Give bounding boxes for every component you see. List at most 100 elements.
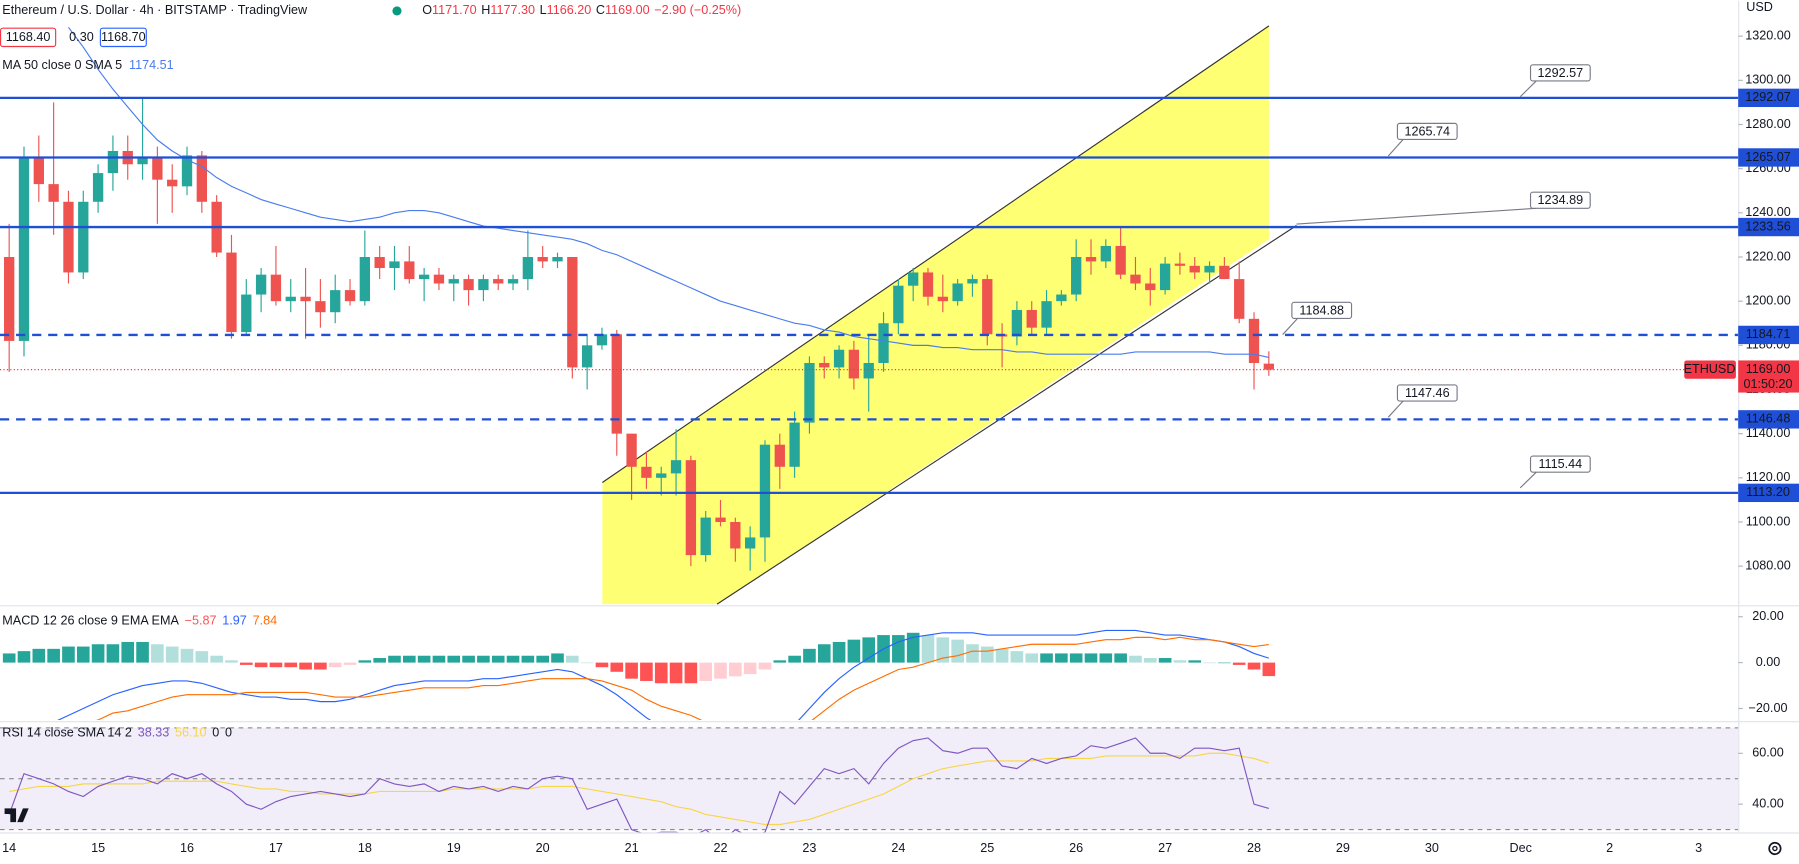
candle-body (270, 274, 282, 302)
macd-legend-value: 1.97 (222, 614, 247, 628)
rsi-extra: 0 (225, 726, 232, 740)
candle-body (656, 473, 667, 478)
candle-body (1219, 265, 1230, 280)
candle-body (92, 173, 104, 202)
ask: 1168.70 (101, 30, 146, 44)
histogram-bar (1262, 662, 1276, 677)
level-tag-label: 1184.71 (1746, 327, 1791, 341)
histogram-bar (595, 662, 609, 668)
candle-body (181, 155, 193, 187)
ma-legend: MA 50 close 0 SMA 5 1174.51 (2, 58, 173, 72)
signal-line (96, 636, 1269, 720)
callout-box (1396, 384, 1458, 402)
x-tick-label: 14 (2, 841, 16, 855)
histogram-bar (684, 662, 698, 684)
candle-body (418, 274, 430, 280)
candle-body (300, 296, 311, 302)
y-tick-label: 1140.00 (1746, 426, 1791, 440)
candle-body (611, 334, 622, 434)
axis-unit: USD (1746, 0, 1773, 14)
candle-body (848, 349, 860, 379)
histogram-bar (210, 655, 223, 663)
histogram-bar (580, 662, 594, 664)
histogram-bar (1025, 653, 1039, 663)
candle-body (344, 290, 356, 302)
histogram-bar (536, 655, 549, 663)
candle-body (596, 334, 608, 346)
candle-body (315, 301, 326, 313)
histogram-bar (966, 644, 979, 663)
histogram-bar (136, 641, 149, 663)
candle-body (1071, 256, 1082, 295)
level-tag (1738, 325, 1799, 345)
candle-body (33, 157, 44, 185)
y-tick-label: 1100.00 (1746, 514, 1791, 528)
x-tick-label: 28 (1247, 841, 1261, 855)
histogram-bar (862, 637, 876, 663)
histogram-bar (551, 653, 564, 663)
price-pane (0, 26, 1739, 571)
candle-body (1174, 263, 1186, 266)
callout-label: 1234.89 (1538, 193, 1584, 207)
histogram-bar (566, 655, 579, 663)
candle-body (833, 349, 845, 368)
candle-body (167, 179, 178, 187)
x-tick-label: 20 (536, 841, 550, 855)
level-tag-label: 1292.07 (1745, 90, 1791, 104)
change: −2.90 (−0.25%) (654, 3, 741, 17)
histogram-bar (165, 646, 179, 663)
x-tick-label: 3 (1695, 841, 1702, 855)
rsi-title: RSI 14 close SMA 14 2 (2, 726, 132, 740)
candle-body (863, 362, 874, 379)
histogram-bar (625, 662, 638, 679)
callout-pointer (1519, 80, 1537, 98)
histogram-bar (743, 662, 757, 675)
price-tag-label: 1169.00 (1746, 362, 1791, 376)
histogram-bar (640, 662, 653, 681)
candle-body (759, 444, 771, 538)
x-tick-label: Dec (1510, 841, 1532, 855)
histogram-bar (1084, 653, 1098, 663)
histogram-bar (847, 639, 861, 663)
candle-body (359, 256, 371, 302)
x-tick-label: 26 (1069, 841, 1083, 855)
histogram-bar (1188, 660, 1202, 663)
histogram-bar (1173, 660, 1187, 663)
histogram-bar (76, 646, 90, 663)
ohlc-key: H (481, 3, 490, 17)
x-tick-label: 21 (625, 841, 639, 855)
x-tick-label: 29 (1336, 841, 1350, 855)
callout-label: 1115.44 (1538, 457, 1582, 471)
histogram-bar (1247, 662, 1261, 670)
tv-logo[interactable] (4, 808, 29, 823)
histogram-bar (1099, 653, 1113, 663)
candle-body (1234, 279, 1245, 319)
ohlc-value: 1171.70 (432, 3, 477, 17)
y-tick-label: 60.00 (1752, 746, 1784, 760)
histogram-bar (1143, 658, 1157, 663)
ohlc-key: L (540, 3, 547, 17)
level-tag (1738, 148, 1799, 167)
histogram-bar (254, 662, 268, 668)
candle-body (1115, 245, 1126, 275)
histogram-bar (788, 655, 801, 663)
y-tick-label: 1220.00 (1745, 249, 1791, 263)
y-tick-label: −20.00 (1749, 701, 1788, 715)
y-tick-label: 40.00 (1752, 797, 1784, 811)
rsi-extra: 0 (212, 726, 219, 740)
candle-body (715, 517, 726, 522)
histogram-bar (921, 635, 935, 663)
candle-body (330, 290, 341, 313)
x-tick-label: 30 (1425, 841, 1439, 855)
y-tick-label: 1080.00 (1745, 558, 1791, 572)
settings-icon[interactable] (1768, 841, 1782, 856)
histogram-bar (106, 644, 120, 663)
histogram-bar (758, 662, 772, 670)
x-tick-label: 2 (1606, 841, 1613, 855)
rsi-pane (0, 727, 1739, 833)
callout-label: 1265.74 (1404, 124, 1450, 138)
level-tag (1738, 217, 1799, 237)
histogram-bar (1232, 662, 1246, 665)
